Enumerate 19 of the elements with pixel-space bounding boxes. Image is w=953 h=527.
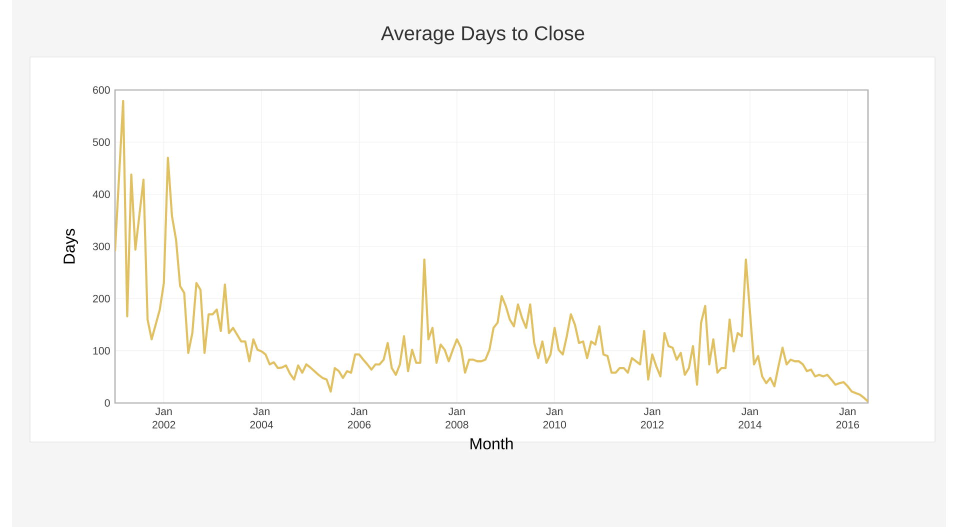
y-tick-label: 200	[93, 294, 110, 302]
x-tick-label: Jan 2006	[348, 408, 371, 428]
y-tick-label: 0	[104, 399, 110, 407]
y-tick-label: 600	[93, 86, 110, 94]
y-tick-label: 100	[93, 347, 110, 355]
x-tick-label: Jan 2016	[836, 408, 860, 428]
x-axis-title: Month	[470, 438, 513, 450]
y-tick-label: 500	[92, 138, 110, 146]
y-tick-label: 400	[92, 190, 110, 198]
x-tick-label: Jan 2004	[250, 408, 274, 428]
x-tick-label: Jan 2010	[543, 408, 566, 428]
x-tick-label: Jan 2008	[446, 408, 468, 428]
x-tick-label: Jan 2002	[152, 408, 176, 428]
chart-title: Average Days to Close	[380, 26, 584, 44]
y-axis-title: Days	[64, 228, 78, 264]
line-series	[115, 100, 868, 402]
y-tick-label: 300	[92, 242, 110, 250]
x-tick-label: Jan 2012	[640, 408, 664, 428]
x-tick-label: Jan 2014	[738, 408, 762, 428]
